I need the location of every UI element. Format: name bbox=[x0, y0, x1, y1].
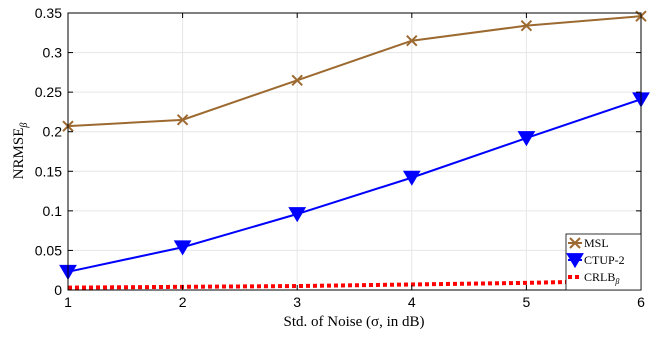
legend-symbol bbox=[569, 237, 581, 249]
legend: MSL CTUP-2 CRLBβ bbox=[565, 233, 642, 291]
legend-label-ctup2: CTUP-2 bbox=[584, 253, 625, 267]
legend-symbol bbox=[566, 253, 584, 269]
data-point-msl bbox=[406, 34, 418, 47]
legend-marker-ctup2 bbox=[566, 253, 584, 269]
legend-entry-msl: MSL bbox=[568, 236, 609, 250]
x-tick-label: 2 bbox=[179, 294, 187, 310]
y-tick-label: 0.1 bbox=[43, 203, 63, 219]
legend-entry-crlb: CRLBβ bbox=[568, 270, 619, 286]
legend-entry-ctup2: CTUP-2 bbox=[566, 253, 625, 269]
legend-label-msl: MSL bbox=[584, 236, 609, 250]
x-axis-label: Std. of Noise (σ, in dB) bbox=[284, 314, 425, 330]
y-tick-label: 0 bbox=[54, 282, 62, 298]
data-point-ctup-2 bbox=[288, 207, 307, 223]
series-line-msl bbox=[67, 15, 642, 128]
data-point-msl bbox=[520, 19, 533, 32]
y-axis-label: NRMSEβ bbox=[11, 123, 30, 180]
y-tick-label: 0.05 bbox=[35, 242, 62, 258]
x-tick-label: 5 bbox=[523, 294, 531, 310]
y-tick-label: 0.3 bbox=[43, 45, 63, 61]
y-axis-label-subscript: β bbox=[19, 123, 30, 129]
y-tick-label: 0.2 bbox=[43, 124, 63, 140]
series-line-crlb bbox=[67, 278, 642, 290]
series-line-ctup-2 bbox=[67, 98, 642, 273]
data-point-msl bbox=[176, 114, 189, 126]
x-tick-label: 6 bbox=[637, 294, 645, 310]
data-point-ctup-2 bbox=[402, 170, 421, 186]
x-tick-label: 4 bbox=[408, 294, 416, 310]
y-tick-label: 0.15 bbox=[35, 163, 62, 179]
y-axis-label-main: NRMSE bbox=[11, 128, 27, 180]
data-point-ctup-2 bbox=[173, 240, 192, 256]
data-point-msl bbox=[291, 74, 303, 86]
series-layer bbox=[59, 10, 650, 290]
x-tick-label: 3 bbox=[293, 294, 301, 310]
plot-frame bbox=[67, 12, 642, 291]
legend-marker-msl bbox=[568, 237, 582, 249]
legend-label-crlb: CRLBβ bbox=[584, 270, 619, 286]
plot-background bbox=[68, 13, 641, 290]
axis-ticks: 1 2 3 4 5 6 0 0.05 0.1 0.15 0.2 0.25 0.3 0.35 bbox=[35, 5, 645, 310]
x-tick-label: 1 bbox=[64, 294, 72, 310]
legend-label-crlb-main: CRLB bbox=[584, 270, 615, 284]
legend-label-crlb-subscript: β bbox=[614, 277, 619, 286]
y-tick-label: 0.25 bbox=[35, 84, 62, 100]
y-tick-label: 0.35 bbox=[35, 5, 62, 21]
data-point-ctup-2 bbox=[517, 131, 536, 147]
